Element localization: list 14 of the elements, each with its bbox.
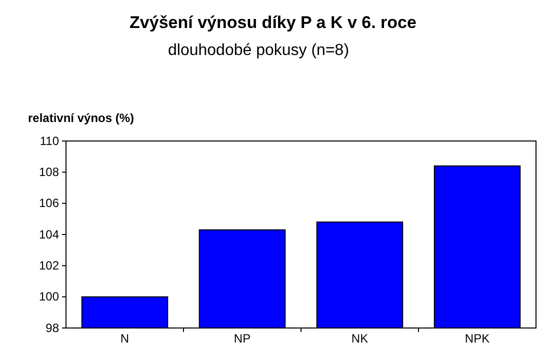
x-tick-label: NP	[234, 332, 251, 346]
y-tick-label: 106	[38, 196, 60, 210]
y-tick-label: 102	[38, 258, 60, 273]
y-tick-label: 110	[40, 134, 60, 148]
y-axis-title: relativní výnos (%)	[28, 111, 134, 125]
y-tick-label: 104	[38, 227, 60, 242]
y-tick-label: 100	[38, 290, 60, 304]
x-tick-label: NPK	[464, 332, 490, 346]
chart-title: Zvýšení výnosu díky P a K v 6. roce	[130, 13, 416, 32]
y-tick-label: 98	[46, 320, 60, 335]
y-tick-label: 108	[38, 165, 60, 180]
chart-subtitle: dlouhodobé pokusy (n=8)	[168, 42, 350, 59]
x-tick-label: N	[120, 332, 130, 346]
x-tick-label: NK	[351, 332, 368, 346]
